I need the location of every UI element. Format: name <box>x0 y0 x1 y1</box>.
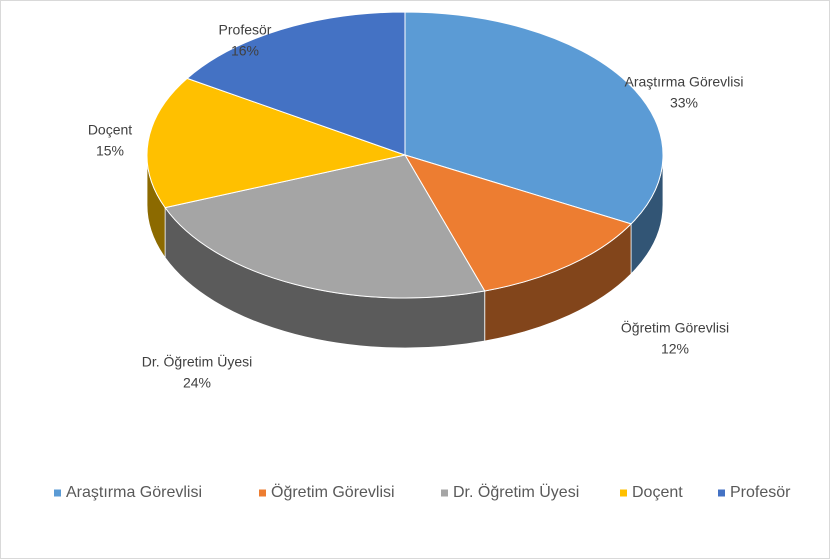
data-label-name: Dr. Öğretim Üyesi <box>142 353 252 370</box>
legend-swatch <box>718 489 725 497</box>
legend-label: Dr. Öğretim Üyesi <box>453 483 579 501</box>
data-label-name: Öğretim Görevlisi <box>621 319 729 336</box>
data-label-name: Araştırma Görevlisi <box>624 74 743 90</box>
legend-label: Profesör <box>730 484 791 501</box>
data-label-value: 16% <box>231 43 259 59</box>
legend-label: Doçent <box>632 484 683 501</box>
legend-label: Öğretim Görevlisi <box>271 483 395 501</box>
legend-label: Araştırma Görevlisi <box>66 484 202 501</box>
data-label-value: 12% <box>661 341 689 357</box>
pie-slice <box>164 154 486 299</box>
data-label-value: 33% <box>670 95 698 111</box>
legend-swatch <box>259 489 266 497</box>
pie-slice <box>403 154 633 292</box>
pie-slice <box>404 11 664 225</box>
pie-slice <box>186 11 406 156</box>
pie-slice <box>146 77 407 209</box>
legend-swatch <box>441 489 448 497</box>
data-label-value: 24% <box>183 375 211 391</box>
data-label-name: Doçent <box>88 122 132 138</box>
legend-swatch <box>54 489 61 497</box>
data-label-name: Profesör <box>219 22 272 38</box>
legend-swatch <box>620 489 627 497</box>
data-label-value: 15% <box>96 143 124 159</box>
